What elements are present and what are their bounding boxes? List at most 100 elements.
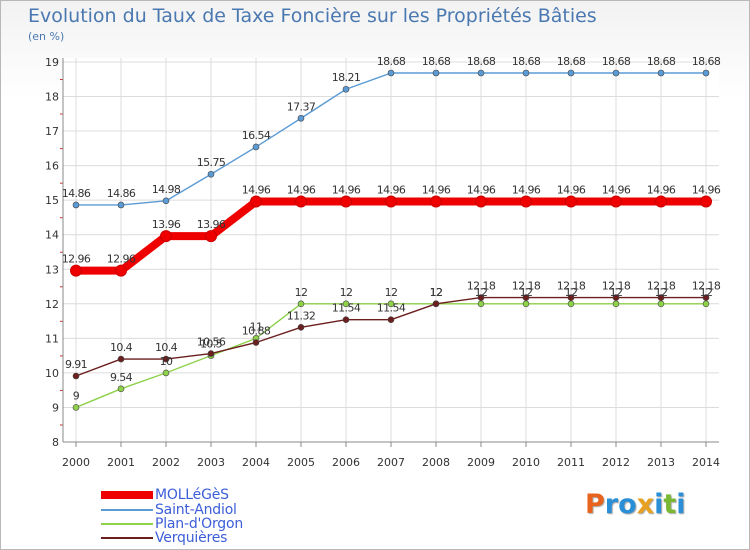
y-tick-label: 8 bbox=[52, 436, 59, 449]
data-point bbox=[432, 69, 440, 77]
data-point bbox=[522, 300, 530, 308]
x-tick-label: 2013 bbox=[647, 456, 675, 469]
data-label: 9.54 bbox=[110, 371, 133, 384]
data-point bbox=[250, 195, 262, 208]
y-tick-label: 15 bbox=[45, 194, 59, 207]
data-label: 12 bbox=[430, 286, 443, 299]
x-tick-label: 2007 bbox=[377, 456, 405, 469]
data-point bbox=[115, 264, 127, 277]
unit-label: (en %) bbox=[28, 30, 65, 43]
x-tick-label: 2006 bbox=[332, 456, 360, 469]
x-tick-label: 2002 bbox=[152, 456, 180, 469]
logo-letter: i bbox=[676, 489, 686, 520]
data-point bbox=[520, 195, 532, 208]
y-tick-label: 10 bbox=[45, 367, 59, 380]
data-point bbox=[477, 69, 485, 77]
data-point bbox=[657, 69, 665, 77]
data-point bbox=[432, 300, 440, 308]
data-label: 12.18 bbox=[512, 280, 541, 293]
x-tick-label: 2010 bbox=[512, 456, 540, 469]
proxiti-logo: Proxiti bbox=[585, 489, 686, 520]
data-label: 11.32 bbox=[287, 309, 316, 322]
data-label: 18.68 bbox=[602, 55, 631, 68]
legend-label: Verquières bbox=[155, 529, 228, 546]
data-label: 12 bbox=[700, 286, 713, 299]
legend-swatch bbox=[101, 508, 153, 511]
data-label: 18.68 bbox=[377, 55, 406, 68]
data-label: 11.54 bbox=[332, 302, 361, 315]
data-point bbox=[522, 69, 530, 77]
data-point bbox=[72, 404, 80, 411]
chart-title: Evolution du Taux de Taxe Foncière sur l… bbox=[28, 5, 597, 27]
data-point bbox=[162, 369, 170, 377]
data-point bbox=[387, 316, 395, 323]
data-label: 12 bbox=[385, 286, 398, 299]
legend-label: Saint-Andiol bbox=[155, 501, 237, 518]
data-point bbox=[207, 350, 215, 357]
data-point bbox=[295, 195, 307, 208]
data-label: 12.18 bbox=[602, 280, 631, 293]
data-label: 18.68 bbox=[692, 55, 721, 68]
data-label: 12 bbox=[610, 286, 623, 299]
data-label: 14.98 bbox=[152, 183, 181, 196]
data-label: 18.68 bbox=[557, 55, 586, 68]
data-label: 14.96 bbox=[422, 184, 451, 197]
data-point bbox=[297, 300, 305, 308]
data-label: 14.96 bbox=[377, 184, 406, 197]
data-point bbox=[117, 201, 125, 209]
data-point bbox=[72, 201, 80, 209]
x-tick-label: 2012 bbox=[602, 456, 630, 469]
data-point bbox=[342, 85, 350, 93]
data-label: 14.96 bbox=[242, 184, 271, 197]
data-point bbox=[612, 69, 620, 77]
legend-item-plan-dorgon: Plan-d'Orgon bbox=[101, 516, 243, 532]
data-label: 12.18 bbox=[557, 280, 586, 293]
data-point bbox=[657, 294, 665, 301]
x-tick-label: 2011 bbox=[557, 456, 585, 469]
data-label: 14.96 bbox=[647, 184, 676, 197]
y-tick-label: 14 bbox=[45, 229, 59, 242]
data-point bbox=[385, 195, 397, 208]
data-label: 14.86 bbox=[62, 187, 91, 200]
y-tick-label: 18 bbox=[45, 91, 59, 104]
x-tick-label: 2001 bbox=[107, 456, 135, 469]
legend-swatch bbox=[101, 536, 153, 539]
legend-item-mollegès: MOLLéGèS bbox=[101, 487, 229, 503]
data-point bbox=[205, 230, 217, 243]
y-tick-label: 16 bbox=[45, 160, 59, 173]
data-label: 12 bbox=[430, 286, 443, 299]
y-tick-label: 12 bbox=[45, 298, 59, 311]
data-label: 18.68 bbox=[422, 55, 451, 68]
x-tick-label: 2008 bbox=[422, 456, 450, 469]
data-label: 14.96 bbox=[467, 184, 496, 197]
data-label: 14.96 bbox=[692, 184, 721, 197]
data-point bbox=[567, 300, 575, 308]
data-point bbox=[342, 316, 350, 323]
data-point bbox=[567, 69, 575, 77]
x-tick-label: 2005 bbox=[287, 456, 315, 469]
data-point bbox=[565, 195, 577, 208]
x-tick-label: 2000 bbox=[62, 456, 90, 469]
data-label: 14.96 bbox=[332, 184, 361, 197]
logo-letter: i bbox=[654, 489, 664, 520]
data-point bbox=[207, 170, 215, 178]
data-label: 14.96 bbox=[557, 184, 586, 197]
data-label: 10.4 bbox=[110, 341, 133, 354]
data-label: 12 bbox=[565, 286, 578, 299]
data-label: 15.75 bbox=[197, 156, 226, 169]
data-point bbox=[700, 195, 712, 208]
data-label: 18.68 bbox=[467, 55, 496, 68]
data-point bbox=[387, 69, 395, 77]
data-label: 12 bbox=[520, 286, 533, 299]
data-point bbox=[612, 300, 620, 308]
logo-letter: x bbox=[636, 489, 655, 520]
logo-letter: t bbox=[663, 489, 677, 520]
data-label: 16.54 bbox=[242, 129, 271, 142]
data-label: 14.86 bbox=[107, 187, 136, 200]
data-point bbox=[567, 294, 575, 301]
data-point bbox=[297, 323, 305, 331]
y-tick-label: 11 bbox=[45, 332, 59, 345]
x-tick-label: 2004 bbox=[242, 456, 270, 469]
